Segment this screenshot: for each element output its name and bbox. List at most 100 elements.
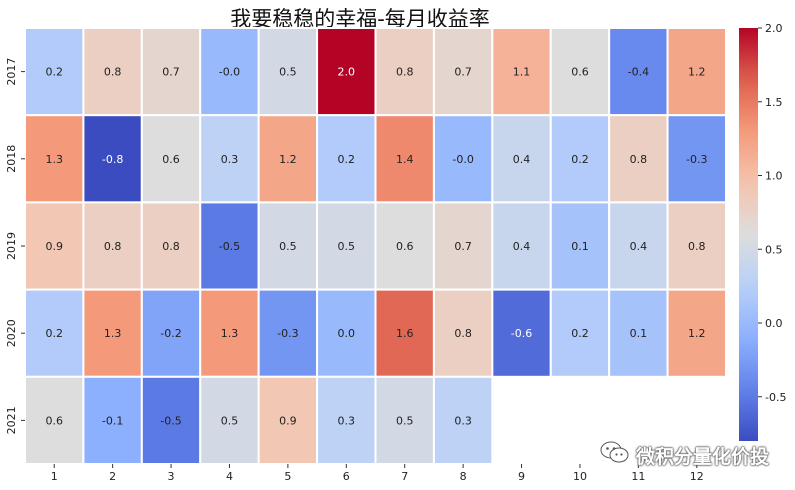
x-tick-label: 5	[284, 470, 291, 483]
colorbar-tick-label: 2.0	[765, 22, 783, 35]
cell-value-label: 1.6	[396, 327, 414, 340]
heatmap-cell	[432, 288, 494, 378]
heatmap-cell	[666, 288, 727, 378]
heatmap-cell	[374, 288, 435, 378]
heatmap-cell	[82, 114, 143, 204]
cell-value-label: -0.3	[277, 327, 298, 340]
cell-value-label: 0.8	[396, 66, 414, 79]
cell-value-label: -0.4	[628, 66, 649, 79]
cell-value-label: 1.2	[688, 327, 706, 340]
heatmap-cell	[257, 114, 319, 204]
heatmap-cell	[82, 288, 143, 378]
cell-value-label: 0.2	[45, 66, 63, 79]
x-tick-label: 1	[51, 470, 58, 483]
cell-value-label: -0.5	[160, 414, 181, 427]
cell-value-label: 0.4	[513, 240, 531, 253]
heatmap-cell	[316, 114, 377, 204]
heatmap-cell	[549, 27, 611, 117]
cell-value-label: 0.7	[454, 240, 472, 253]
cell-value-label: 0.8	[104, 240, 122, 253]
heatmap-cell	[140, 114, 202, 204]
cell-value-label: 0.5	[396, 414, 414, 427]
x-tick-label: 10	[573, 470, 587, 483]
x-tick-label: 12	[690, 470, 704, 483]
y-tick-label: 2021	[5, 406, 18, 434]
heatmap-cell	[432, 27, 494, 117]
colorbar-gradient	[739, 28, 758, 441]
colorbar-tick-label: -0.5	[765, 391, 786, 404]
cell-value-label: -0.5	[219, 240, 240, 253]
cell-value-label: 0.9	[279, 414, 297, 427]
cell-value-label: 0.8	[454, 327, 472, 340]
cell-value-label: 0.2	[571, 153, 589, 166]
cell-value-label: -0.0	[452, 153, 473, 166]
cell-value-label: 1.3	[221, 327, 239, 340]
cell-value-label: 1.1	[513, 66, 531, 79]
x-tick-label: 9	[518, 470, 525, 483]
watermark: 微积分量化价投	[600, 441, 769, 469]
heatmap-cell	[491, 27, 552, 117]
cell-value-label: 0.3	[221, 153, 239, 166]
y-tick-label: 2018	[5, 145, 18, 173]
heatmap-cell	[199, 114, 260, 204]
cell-value-label: 0.6	[396, 240, 414, 253]
colorbar-tick-label: 1.0	[765, 170, 783, 183]
cell-value-label: 0.2	[45, 327, 63, 340]
wechat-icon	[600, 441, 630, 466]
heatmap-cell	[666, 27, 727, 117]
cell-value-label: -0.0	[219, 66, 240, 79]
cell-value-label: 0.6	[45, 414, 63, 427]
heatmap-cell	[432, 375, 494, 465]
heatmap-cell	[82, 27, 143, 117]
cell-value-label: 0.8	[630, 153, 648, 166]
cell-value-label: 0.5	[279, 240, 297, 253]
cell-value-label: -0.8	[102, 153, 123, 166]
cell-value-label: 0.2	[571, 327, 589, 340]
cell-value-label: 0.7	[454, 66, 472, 79]
colorbar-tick-label: 0.5	[765, 243, 783, 256]
heatmap-cell	[199, 375, 260, 465]
cell-value-label: -0.2	[160, 327, 181, 340]
x-tick-label: 2	[109, 470, 116, 483]
heatmap-cell	[257, 288, 319, 378]
cell-value-label: -0.6	[511, 327, 532, 340]
heatmap-cell	[316, 375, 377, 465]
colorbar: -0.5 0.0 0.5 1.0 1.5 2.0	[739, 22, 786, 441]
y-tick-label: 2020	[5, 319, 18, 347]
x-axis-ticks: 1 2 3 4 5 6 7 8 9 10 11 12	[51, 464, 704, 483]
y-axis-ticks: 2017 2018 2019 2020 2021	[5, 58, 25, 434]
x-tick-label: 3	[168, 470, 175, 483]
cell-value-label: 1.3	[104, 327, 122, 340]
cell-value-label: 0.6	[162, 153, 180, 166]
cell-value-label: 2.0	[338, 66, 356, 79]
cell-value-label: 0.4	[630, 240, 648, 253]
colorbar-tick-label: 0.0	[765, 317, 783, 330]
x-tick-label: 4	[226, 470, 233, 483]
cell-value-label: 0.5	[279, 66, 297, 79]
cell-value-label: -0.1	[102, 414, 123, 427]
heatmap-cell	[666, 114, 727, 204]
cell-value-label: 0.3	[338, 414, 356, 427]
cell-value-label: 0.1	[571, 240, 589, 253]
y-tick-label: 2019	[5, 232, 18, 260]
heatmap-cell	[549, 288, 611, 378]
heatmap-cell	[24, 27, 85, 117]
heatmap-cell	[24, 201, 85, 291]
cell-value-label: 0.5	[338, 240, 356, 253]
cell-value-label: 1.2	[688, 66, 706, 79]
cell-value-label: 0.6	[571, 66, 589, 79]
cell-value-label: 0.4	[513, 153, 531, 166]
heatmap-cell	[316, 201, 377, 291]
cell-value-label: 0.3	[454, 414, 472, 427]
heatmap-cells: 0.2 0.8 0.7 -0.0 0.5 2.0 0.8 0.7 1.1 0.6 -0.4 1.2 1.…	[24, 27, 727, 465]
x-tick-label: 8	[460, 470, 467, 483]
watermark-text: 微积分量化价投	[636, 445, 770, 468]
heatmap-cell	[140, 288, 202, 378]
heatmap-cell	[140, 375, 202, 465]
cell-value-label: -0.3	[686, 153, 707, 166]
cell-value-label: 1.2	[279, 153, 297, 166]
heatmap-cell	[666, 201, 727, 291]
heatmap-cell	[82, 201, 143, 291]
cell-value-label: 0.2	[338, 153, 356, 166]
